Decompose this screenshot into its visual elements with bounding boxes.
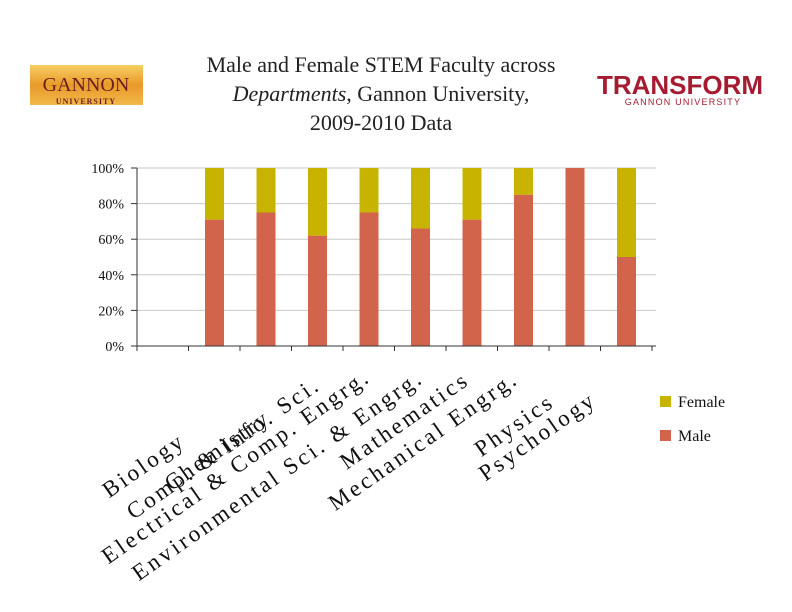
gannon-logo-main: GANNON: [43, 74, 130, 96]
bar-male: [411, 228, 430, 346]
chart-title: Male and Female STEM Faculty across Depa…: [170, 50, 592, 137]
title-line-3: 2009-2010 Data: [309, 110, 453, 135]
y-tick-label: 0%: [105, 340, 124, 355]
legend-swatch-female: [660, 396, 671, 407]
bar-female: [359, 168, 379, 213]
y-axis-ticks: 0% 20% 40% 60% 80% 100%: [91, 162, 137, 355]
bar-female: [514, 168, 533, 195]
y-tick-label: 40%: [98, 269, 124, 284]
gannon-logo-background: [30, 65, 143, 105]
bar-male: [462, 219, 482, 346]
gannon-logo: GANNON UNIVERSITY: [30, 65, 143, 106]
transform-logo-sub: GANNON UNIVERSITY: [625, 97, 741, 107]
bar-female: [205, 168, 224, 220]
legend-label-female: Female: [678, 394, 725, 411]
transform-logo-main: TRANSFORM: [597, 70, 763, 100]
y-tick-label: 60%: [98, 233, 124, 248]
bar-female: [462, 168, 482, 220]
y-tick-label: 20%: [98, 304, 124, 319]
gannon-logo-sub: UNIVERSITY: [56, 97, 116, 106]
bar-male: [205, 219, 224, 346]
bar-male: [565, 168, 585, 346]
bar-male: [617, 257, 636, 346]
bar-female: [308, 168, 327, 236]
legend: Female Male: [660, 394, 725, 445]
bar-female: [617, 168, 636, 257]
title-emphasis: Departments: [232, 81, 347, 106]
y-tick-label: 100%: [91, 162, 124, 177]
bar-female: [256, 168, 276, 213]
title-line-1: Male and Female STEM Faculty across: [206, 52, 556, 77]
y-tick-label: 80%: [98, 198, 124, 213]
bar-male: [308, 235, 327, 346]
legend-label-male: Male: [678, 428, 711, 445]
x-axis: [136, 168, 656, 351]
legend-swatch-male: [660, 430, 671, 441]
bar-female: [411, 168, 430, 229]
transform-logo: TRANSFORM GANNON UNIVERSITY: [597, 70, 763, 107]
title-line-2: Departments, Gannon University,: [170, 79, 592, 108]
bars: [205, 168, 636, 346]
title-line-2-rest: , Gannon University,: [346, 81, 530, 106]
bar-male: [256, 212, 276, 346]
bar-male: [514, 194, 533, 346]
bar-male: [359, 212, 379, 346]
